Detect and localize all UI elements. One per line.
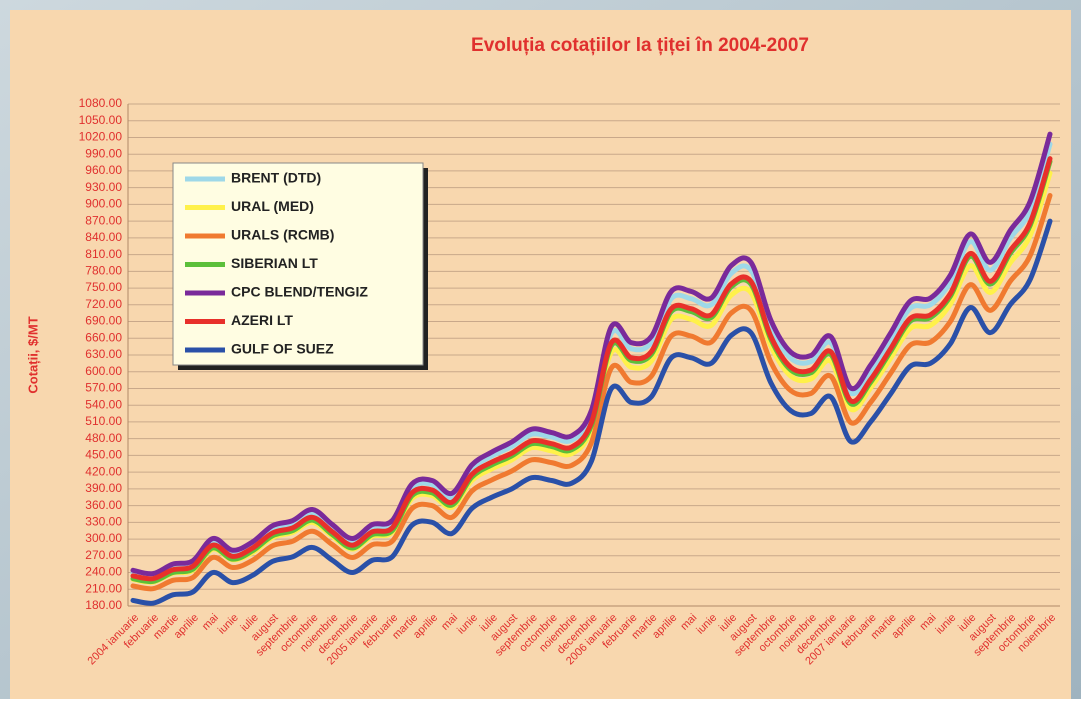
y-tick-label: 870.00 <box>85 213 122 227</box>
y-tick-label: 1050.00 <box>79 113 123 127</box>
y-tick-label: 600.00 <box>85 364 122 378</box>
series-line <box>130 218 1053 606</box>
y-tick-label: 750.00 <box>85 280 122 294</box>
y-tick-label: 360.00 <box>85 498 122 512</box>
y-tick-label: 1020.00 <box>79 130 123 144</box>
y-tick-label: 210.00 <box>85 581 122 595</box>
y-tick-label: 510.00 <box>85 414 122 428</box>
legend-label: BRENT (DTD) <box>231 170 321 186</box>
legend-label: CPC BLEND/TENGIZ <box>231 284 368 300</box>
legend: BRENT (DTD) URAL (MED) URALS (RCMB) SIBERIA… <box>172 162 428 370</box>
series-line <box>130 131 1053 577</box>
y-tick-label: 960.00 <box>85 163 122 177</box>
y-tick-label: 930.00 <box>85 180 122 194</box>
y-tick-label: 900.00 <box>85 197 122 211</box>
y-tick-label: 390.00 <box>85 481 122 495</box>
lines <box>130 131 1053 606</box>
legend-label: GULF OF SUEZ <box>231 341 334 357</box>
y-tick-label: 810.00 <box>85 247 122 261</box>
legend-label: SIBERIAN LT <box>231 255 318 271</box>
legend-label: URAL (MED) <box>231 198 314 214</box>
y-tick-label: 540.00 <box>85 397 122 411</box>
y-tick-label: 570.00 <box>85 381 122 395</box>
y-tick-label: 630.00 <box>85 347 122 361</box>
y-tick-label: 480.00 <box>85 431 122 445</box>
legend-label: AZERI LT <box>231 312 293 328</box>
y-tick-label: 720.00 <box>85 297 122 311</box>
series-line <box>130 156 1053 582</box>
legend-label: URALS (RCMB) <box>231 227 334 243</box>
y-tick-label: 330.00 <box>85 515 122 529</box>
y-tick-label: 450.00 <box>85 448 122 462</box>
y-tick-label: 780.00 <box>85 264 122 278</box>
y-tick-label: 240.00 <box>85 565 122 579</box>
y-tick-label: 1080.00 <box>79 96 123 110</box>
y-tick-label: 300.00 <box>85 531 122 545</box>
series-line <box>130 192 1053 592</box>
y-axis-label: Cotații, $/MT <box>25 316 40 393</box>
y-tick-label: 990.00 <box>85 146 122 160</box>
y-tick-label: 840.00 <box>85 230 122 244</box>
y-tick-label: 420.00 <box>85 464 122 478</box>
y-tick-label: 660.00 <box>85 330 122 344</box>
chart-title: Evoluția cotațiilor la țiței în 2004-200… <box>471 35 809 56</box>
y-tick-label: 270.00 <box>85 548 122 562</box>
y-tick-label: 690.00 <box>85 314 122 328</box>
y-tick-label: 180.00 <box>85 598 122 612</box>
